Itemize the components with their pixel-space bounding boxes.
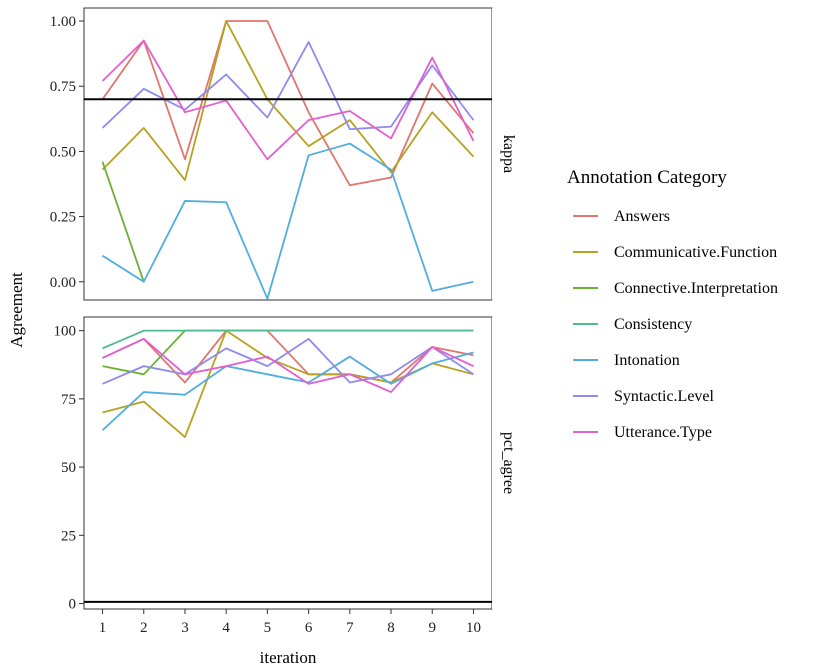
y-tick-label: 25 bbox=[61, 528, 76, 544]
x-tick: 8 bbox=[387, 609, 395, 636]
legend-entry-intonation: Intonation bbox=[573, 352, 680, 369]
x-tick-label: 4 bbox=[222, 620, 230, 636]
facet-panels: kappa 0.00 0.25 0.50 0.75 1.00 pct_agree 0 25 50 7… bbox=[50, 7, 517, 613]
y-tick: 25 bbox=[61, 528, 84, 544]
strip-background bbox=[492, 8, 517, 300]
y-tick-label: 0 bbox=[69, 597, 77, 613]
x-tick: 9 bbox=[428, 609, 436, 636]
x-tick: 3 bbox=[181, 609, 189, 636]
series-line-consistency bbox=[102, 329, 474, 350]
legend-entry-communicative-function: Communicative.Function bbox=[573, 244, 777, 261]
x-tick-label: 6 bbox=[305, 620, 313, 636]
x-axis-title: iteration bbox=[260, 648, 317, 667]
y-axis-title: Agreement bbox=[7, 272, 26, 348]
y-tick: 0.00 bbox=[50, 275, 84, 291]
y-tick: 75 bbox=[61, 392, 84, 408]
y-tick: 0.75 bbox=[50, 79, 84, 95]
panel-frame bbox=[83, 7, 493, 301]
y-tick-label: 75 bbox=[61, 392, 76, 408]
x-tick-label: 8 bbox=[387, 620, 395, 636]
legend-label: Answers bbox=[614, 208, 670, 225]
x-tick: 4 bbox=[222, 609, 230, 636]
y-tick-label: 0.25 bbox=[50, 210, 76, 226]
series-line-connective-interpretation bbox=[101, 161, 145, 283]
x-tick-label: 9 bbox=[428, 620, 436, 636]
x-tick: 5 bbox=[264, 609, 272, 636]
series-line-intonation bbox=[101, 351, 474, 431]
y-tick-label: 100 bbox=[54, 324, 77, 340]
panel-frame bbox=[83, 316, 493, 610]
legend-label: Intonation bbox=[614, 352, 680, 369]
x-axis: 1 2 3 4 5 6 7 8 9 10 bbox=[99, 609, 481, 636]
x-tick-label: 3 bbox=[181, 620, 189, 636]
series-line-utterance-type bbox=[102, 337, 474, 393]
x-tick-label: 7 bbox=[346, 620, 354, 636]
series-line-utterance-type bbox=[101, 39, 475, 161]
facet-panel-pct_agree: pct_agree 0 25 50 75 100 bbox=[54, 316, 517, 613]
legend: Annotation Category Answers Communicative… bbox=[567, 167, 778, 441]
y-tick-label: 0.50 bbox=[50, 144, 76, 160]
x-tick: 7 bbox=[346, 609, 354, 636]
series-line-syntactic-level bbox=[102, 337, 474, 385]
legend-label: Communicative.Function bbox=[614, 244, 777, 261]
y-tick: 0.50 bbox=[50, 144, 84, 160]
y-tick-label: 1.00 bbox=[50, 14, 76, 30]
legend-title: Annotation Category bbox=[567, 167, 727, 188]
legend-label: Utterance.Type bbox=[614, 424, 712, 441]
series-line-communicative-function bbox=[101, 20, 475, 181]
y-tick: 50 bbox=[61, 460, 84, 476]
legend-entry-answers: Answers bbox=[573, 208, 670, 225]
x-tick-label: 5 bbox=[264, 620, 272, 636]
legend-entry-connective-interpretation: Connective.Interpretation bbox=[573, 280, 778, 297]
y-tick-label: 0.00 bbox=[50, 275, 76, 291]
x-tick: 2 bbox=[140, 609, 148, 636]
x-tick: 1 bbox=[99, 609, 107, 636]
strip-label-pct_agree: pct_agree bbox=[500, 432, 517, 494]
y-tick: 1.00 bbox=[50, 14, 84, 30]
x-tick: 10 bbox=[466, 609, 481, 636]
facet-panel-kappa: kappa 0.00 0.25 0.50 0.75 1.00 bbox=[50, 7, 517, 301]
x-tick-label: 1 bbox=[99, 620, 107, 636]
y-tick: 0 bbox=[69, 597, 84, 613]
series-line-intonation bbox=[102, 142, 474, 300]
y-tick-label: 50 bbox=[61, 460, 76, 476]
legend-label: Connective.Interpretation bbox=[614, 280, 778, 297]
legend-label: Syntactic.Level bbox=[614, 388, 715, 405]
y-tick-label: 0.75 bbox=[50, 79, 76, 95]
legend-label: Consistency bbox=[614, 316, 692, 333]
x-tick-label: 2 bbox=[140, 620, 148, 636]
x-tick-label: 10 bbox=[466, 620, 481, 636]
legend-entry-utterance-type: Utterance.Type bbox=[573, 424, 712, 441]
strip-background bbox=[492, 317, 517, 609]
y-tick: 0.25 bbox=[50, 210, 84, 226]
strip-label-kappa: kappa bbox=[500, 135, 517, 173]
x-tick: 6 bbox=[305, 609, 313, 636]
legend-entry-consistency: Consistency bbox=[573, 316, 692, 333]
y-tick: 100 bbox=[54, 324, 84, 340]
legend-entry-syntactic-level: Syntactic.Level bbox=[573, 388, 715, 405]
